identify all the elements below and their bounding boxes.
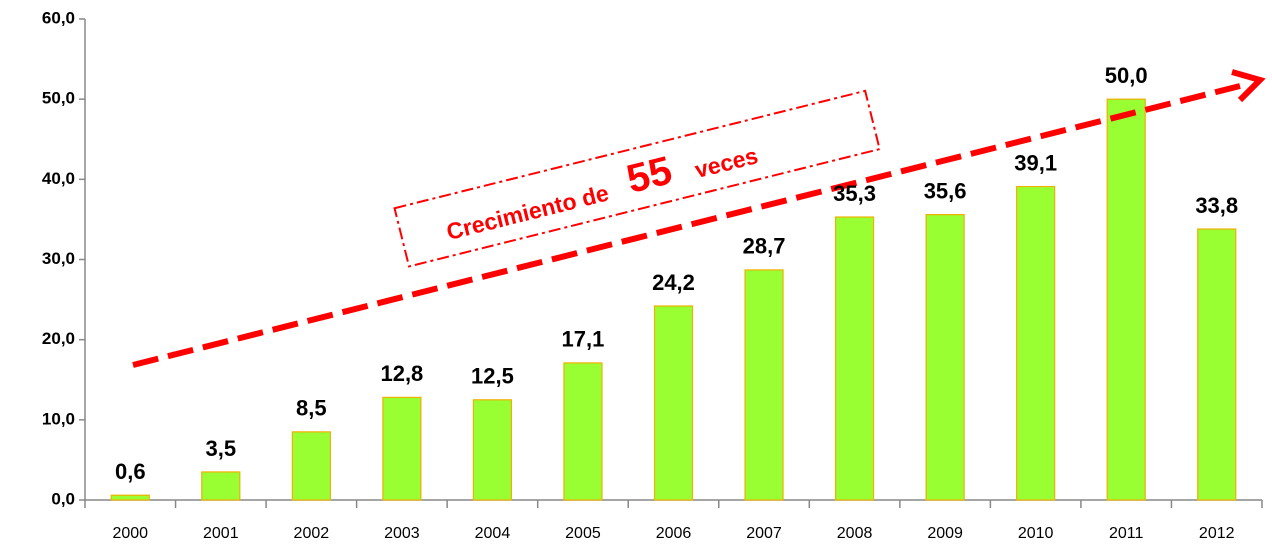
arrow-head — [1231, 69, 1266, 103]
value-label: 35,3 — [833, 181, 876, 206]
bar — [653, 305, 694, 501]
bar — [1106, 98, 1146, 501]
bar — [472, 399, 513, 501]
x-tick-label: 2004 — [475, 525, 511, 542]
annotation-text: veces — [692, 142, 760, 183]
x-tick-label: 2011 — [1109, 525, 1144, 542]
value-label: 35,6 — [924, 178, 967, 203]
annotation-frame — [393, 89, 881, 268]
x-tick-label: 2003 — [384, 525, 420, 542]
bar — [834, 216, 875, 501]
x-tick-label: 2012 — [1199, 525, 1235, 542]
bar — [110, 494, 150, 501]
x-tick-label: 2002 — [294, 525, 330, 542]
x-tick-label: 2007 — [746, 525, 782, 542]
y-tick-label: 30,0 — [42, 249, 75, 268]
bar — [744, 269, 784, 501]
value-label: 0,6 — [115, 459, 146, 484]
bar — [925, 214, 965, 501]
bar — [563, 362, 603, 501]
y-tick-label: 0,0 — [51, 489, 75, 508]
y-tick-label: 10,0 — [42, 409, 75, 428]
x-tick-label: 2005 — [565, 525, 601, 542]
x-tick-label: 2009 — [927, 525, 963, 542]
x-tick-label: 2010 — [1018, 525, 1054, 542]
value-label: 50,0 — [1105, 63, 1148, 88]
value-label: 8,5 — [296, 396, 327, 421]
value-label: 39,1 — [1014, 150, 1057, 175]
y-tick-label: 50,0 — [42, 89, 75, 108]
value-label: 17,1 — [562, 327, 605, 352]
y-tick-label: 20,0 — [42, 329, 75, 348]
bar — [201, 471, 241, 501]
x-tick-label: 2000 — [112, 525, 148, 542]
value-label: 12,8 — [380, 361, 423, 386]
value-label: 3,5 — [206, 436, 237, 461]
bar — [1197, 228, 1237, 501]
value-label: 28,7 — [743, 234, 786, 259]
value-label: 12,5 — [471, 364, 514, 389]
y-tick-label: 60,0 — [42, 8, 75, 27]
x-tick-label: 2006 — [656, 525, 692, 542]
value-label: 33,8 — [1195, 193, 1238, 218]
x-tick-label: 2008 — [837, 525, 873, 542]
bar — [1016, 185, 1056, 501]
bar — [291, 431, 331, 501]
bar — [382, 396, 422, 501]
x-tick-label: 2001 — [203, 525, 239, 542]
value-label: 24,2 — [652, 270, 695, 295]
trend-arrow — [132, 83, 1241, 368]
annotation-number: 55 — [622, 148, 676, 201]
y-tick-label: 40,0 — [42, 169, 75, 188]
